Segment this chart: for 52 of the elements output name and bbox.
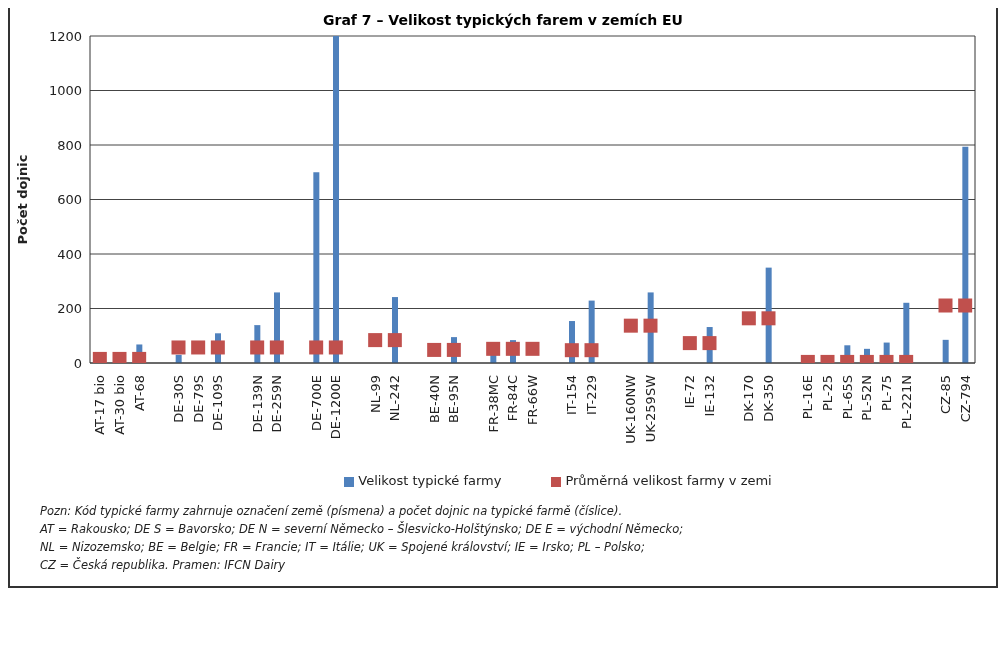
x-tick-label: UK-160NW [623,374,639,444]
x-tick-label: CZ-85 [938,375,953,414]
text: CZ = Česká republika. Pramen: IFCN Dairy [40,556,287,574]
x-tick-label: AT-68 [131,375,147,411]
x-tick-label: DK-350 [761,375,776,422]
bar [942,339,949,363]
x-tick-label: PL-25 [820,375,835,412]
x-tick-label: BE-95N [446,375,462,424]
y-tick-label: 1000 [48,83,82,99]
x-tick-label: DE-30S [171,375,186,423]
x-tick-label: IE-72 [682,375,698,409]
x-tick-label: CZ-794 [957,375,973,423]
chart-title: Graf 7 – Velikost typických farem v zemích EU [322,11,684,28]
bar [962,146,969,363]
x-tick-label: PL-16E [800,375,816,420]
x-tick-label: IT-229 [584,375,599,416]
x-tick-label: PL-52N [859,375,875,421]
y-tick-label: 400 [57,246,82,262]
x-tick-label: DE-109S [210,375,226,431]
legend-label: Průměrná velikost farmy v zemi [565,473,772,488]
x-tick-label: DE-259N [269,375,285,433]
x-tick-label: FR-38MC [485,375,501,433]
bar [313,172,320,363]
x-tick-label: IE-132 [702,375,717,417]
x-tick-label: PL-65S [839,375,855,420]
y-tick-label: 800 [57,137,82,153]
text: AT = Rakousko; DE S = Bavorsko; DE N = severní Německo – Šlesvicko-Holštýnsko; DE E = východní Německo; [40,520,685,538]
x-tick-label: DE-700E [308,375,324,431]
x-tick-label: NL-242 [387,375,403,422]
x-tick-label: FR-66W [525,374,540,426]
y-tick-label: 0 [73,355,82,371]
x-tick-label: DE-79S [190,375,206,423]
text: NL = Nizozemsko; BE = Belgie; FR = Francie; IT = Itálie; UK = Spojené království; IE = Irsko; PL – Polsko; [40,539,646,556]
x-tick-label: PL-221N [898,375,914,430]
legend-label: Velikost typické farmy [358,473,502,488]
y-axis-title: Počet dojnic [14,154,30,245]
x-tick-label: AT-17 bio [92,374,108,435]
y-tick-label: 200 [57,301,82,317]
x-tick-label: IT-154 [564,375,580,416]
text: Pozn: Kód typické farmy zahrnuje označení země (písmena) a počet dojnic na typické farmě (číslice). [40,503,624,520]
x-tick-label: FR-84C [505,375,521,422]
x-tick-label: DE-139N [249,375,265,433]
y-tick-label: 600 [57,192,82,208]
x-tick-label: BE-40N [426,375,442,424]
x-tick-label: DE-1200E [328,375,344,440]
x-tick-label: UK-259SW [643,374,658,443]
bar [333,36,339,363]
x-tick-label: NL-99 [367,375,383,413]
y-tick-label: 1200 [48,28,82,44]
x-tick-label: DK-170 [741,375,757,422]
x-tick-label: AT-30 bio [112,374,127,435]
x-tick-label: PL-75 [879,375,894,412]
